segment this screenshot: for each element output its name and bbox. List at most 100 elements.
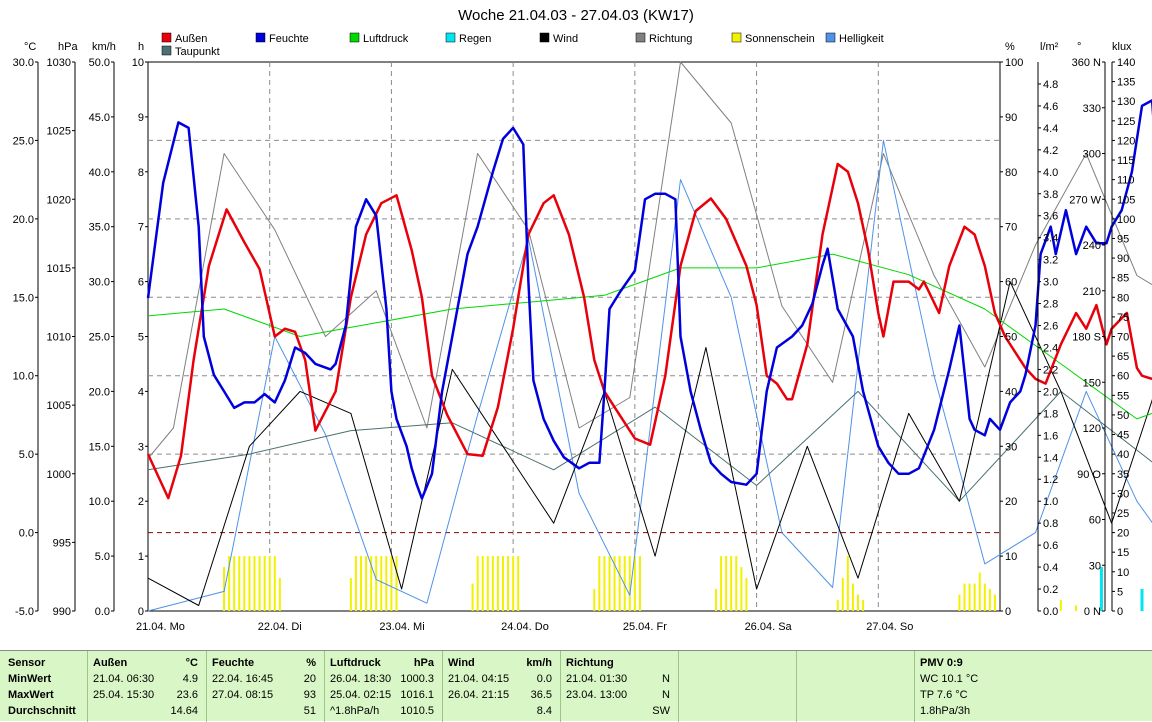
feuchte-max-value: 93 [303, 689, 316, 701]
richtung-min-value: N [662, 673, 670, 685]
percent-tick-label: 80 [1005, 167, 1017, 179]
luftdruck-max-value: 1016.1 [400, 689, 434, 701]
chart-legend: Außen Feuchte Luftdruck Regen Wind Richtung So… [161, 32, 884, 58]
kmh-tick-label: 0.0 [95, 606, 110, 618]
aussen-max-time: 25.04. 15:30 [93, 689, 155, 701]
rain-tick-label: 1.8 [1043, 408, 1058, 420]
klux-tick-label: 10 [1117, 567, 1129, 579]
klux-tick-label: 115 [1117, 155, 1135, 167]
label-avg: Durchschnitt [8, 705, 76, 717]
pmv-column: PMV 0:9 WC 10.1 °C TP 7.6 °C 1.8hPa/3h [915, 651, 1152, 722]
klux-tick-label: 140 [1117, 57, 1135, 69]
sonnenschein-bar [385, 556, 388, 611]
klux-tick-label: 0 [1117, 606, 1123, 618]
x-tick-label: 26.04. Sa [745, 621, 793, 633]
sonnenschein-bar [862, 600, 865, 611]
sonnenschein-bar [486, 556, 489, 611]
aussen-unit: °C [185, 657, 198, 669]
sonnenschein-bar [354, 556, 357, 611]
klux-tick-label: 60 [1117, 371, 1129, 383]
klux-tick-label: 95 [1117, 233, 1129, 245]
hpa-tick-label: 1005 [47, 400, 71, 412]
rain-tick-label: 2.4 [1043, 342, 1058, 354]
celsius-tick-label: 5.0 [19, 449, 34, 461]
x-tick-label: 24.04. Do [501, 621, 549, 633]
klux-tick-label: 20 [1117, 528, 1129, 540]
celsius-tick-label: 0.0 [19, 528, 34, 540]
luftdruck-average: 1010.5 [400, 705, 434, 717]
rain-tick-label: 2.6 [1043, 321, 1058, 333]
regen-bar [1140, 589, 1144, 611]
hours-tick-label: 0 [138, 606, 144, 618]
aussen-min-value: 4.9 [182, 673, 198, 685]
percent-tick-label: 70 [1005, 222, 1017, 234]
legend-swatch [445, 32, 456, 43]
sonnenschein-bar [360, 556, 362, 611]
celsius-tick-label: -5.0 [15, 606, 34, 618]
label-max: MaxWert [8, 689, 54, 701]
x-tick-label: 21.04. Mo [136, 621, 185, 633]
aussen-max-value: 23.6 [176, 689, 198, 701]
degree-tick-label: 210 [1083, 286, 1101, 298]
richtung-header: Richtung [566, 657, 614, 669]
legend-label: Außen [175, 33, 207, 45]
rain-tick-label: 4.4 [1043, 123, 1058, 135]
kmh-tick-label: 10.0 [89, 496, 110, 508]
klux-tick-label: 35 [1117, 469, 1129, 481]
hpa-axis-unit: hPa [58, 41, 78, 53]
sonnenschein-bar [365, 556, 368, 611]
rain-axis-unit: l/m² [1040, 41, 1059, 53]
weather-chart: 21.04. Mo 22.04. Di 23.04. Mi 24.04. Do 25.0… [13, 7, 1152, 633]
sonnenschein-bar [983, 583, 986, 611]
sonnenschein-bar [238, 556, 241, 611]
sonnenschein-bar [978, 572, 981, 611]
hours-tick-label: 10 [132, 57, 144, 69]
wind-max-time: 26.04. 21:15 [448, 689, 510, 701]
klux-tick-label: 25 [1117, 508, 1129, 520]
klux-tick-label: 80 [1117, 292, 1129, 304]
sonnenschein-bar [628, 556, 631, 611]
sonnenschein-bar [836, 600, 839, 611]
degree-tick-label: 30 [1089, 560, 1101, 572]
rain-tick-label: 1.0 [1043, 496, 1058, 508]
aussen-average: 14.64 [170, 705, 198, 717]
sonnenschein-bar [958, 594, 961, 611]
richtung-average: SW [652, 705, 670, 717]
klux-tick-label: 130 [1117, 96, 1135, 108]
degree-tick-label: 300 [1083, 149, 1101, 161]
degree-tick-label: 150 [1083, 377, 1101, 389]
klux-tick-label: 5 [1117, 586, 1123, 598]
rain-tick-label: 2.8 [1043, 299, 1058, 311]
sonnenschein-bar [253, 556, 256, 611]
rain-tick-label: 2.0 [1043, 386, 1058, 398]
celsius-tick-label: 20.0 [13, 214, 34, 226]
hpa-tick-label: 1010 [47, 332, 71, 344]
degree-axis-unit: ° [1077, 41, 1081, 53]
sonnenschein-bar [730, 556, 733, 611]
wind-header: Wind [448, 657, 475, 669]
luftdruck-min-time: 26.04. 18:30 [330, 673, 392, 685]
klux-tick-label: 45 [1117, 430, 1129, 442]
sonnenschein-bar [1059, 600, 1062, 611]
sonnenschein-bar [380, 556, 383, 611]
luftdruck-min-value: 1000.3 [400, 673, 434, 685]
degree-tick-label: 90 O [1077, 469, 1101, 481]
pmv-dewpoint: TP 7.6 °C [920, 689, 968, 701]
degree-tick-label: 360 N [1072, 57, 1101, 69]
sonnenschein-bar [502, 556, 504, 611]
klux-tick-label: 100 [1117, 214, 1135, 226]
hpa-tick-label: 1020 [47, 194, 71, 206]
percent-tick-label: 30 [1005, 441, 1017, 453]
degree-tick-label: 60 [1089, 515, 1101, 527]
row-label-column: Sensor MinWert MaxWert Durchschnitt [0, 651, 88, 722]
aussen-header: Außen [93, 657, 128, 669]
x-tick-label: 22.04. Di [258, 621, 302, 633]
sonnenschein-bar [973, 583, 976, 611]
rain-tick-label: 0.2 [1043, 584, 1058, 596]
sonnenschein-bar [243, 556, 246, 611]
kmh-tick-label: 50.0 [89, 57, 110, 69]
rain-tick-label: 4.6 [1043, 101, 1058, 113]
sonnenschein-bar [263, 556, 266, 611]
klux-tick-label: 15 [1117, 547, 1129, 559]
kmh-tick-label: 15.0 [89, 441, 110, 453]
